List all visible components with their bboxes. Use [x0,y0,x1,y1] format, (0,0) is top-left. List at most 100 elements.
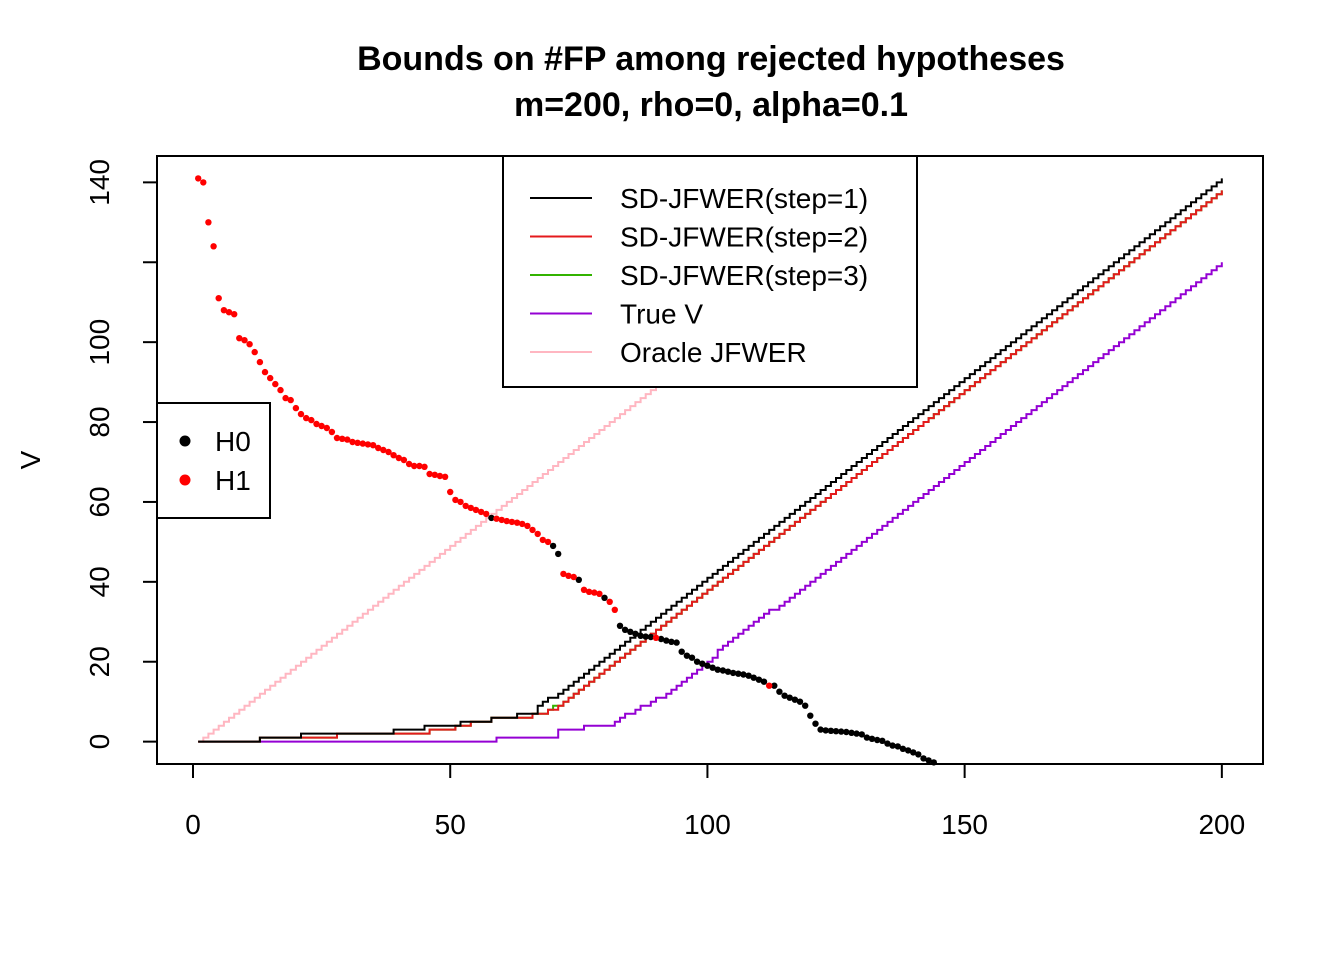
data-point [400,456,408,464]
data-point [822,727,829,734]
legend-label: H0 [215,426,251,457]
series-line [198,178,1223,743]
data-point [339,435,346,442]
data-point [297,410,305,418]
legend-label: SD-JFWER(step=1) [620,183,868,214]
legend-label: H1 [215,465,251,496]
data-point [802,702,809,709]
data-point [411,462,418,470]
data-point [719,667,727,674]
data-point [750,674,757,681]
data-point [318,422,325,430]
data-point [843,728,850,736]
data-point [256,358,264,366]
data-point [693,658,701,665]
data-point [436,472,444,480]
points-layer [195,175,937,766]
data-point [781,692,788,699]
data-point [215,295,222,302]
y-tick-label: 0 [84,734,115,750]
data-point [498,516,505,524]
data-point [591,589,598,596]
data-point [277,386,284,394]
data-point [915,751,922,758]
data-point [472,506,480,514]
data-point [884,740,891,747]
data-point [364,441,372,448]
data-point [205,219,212,226]
y-tick-label: 140 [84,159,115,206]
data-point [899,745,907,752]
data-point [575,576,582,583]
x-tick-label: 100 [684,809,731,840]
data-point [544,538,552,546]
data-point [766,682,773,689]
data-point [231,311,238,318]
data-point [529,526,536,534]
data-point [910,749,917,756]
data-point [848,729,855,736]
data-point [452,496,459,504]
legend-label: SD-JFWER(step=3) [620,260,868,291]
data-point [740,671,747,678]
data-point [282,394,289,402]
x-tick-label: 0 [185,809,201,840]
y-axis-label: V [15,450,46,469]
data-point [709,664,716,671]
data-point [704,662,711,669]
data-point [580,586,588,593]
data-point [220,307,228,314]
data-point [426,470,433,478]
data-point [539,536,546,544]
data-point [827,727,835,734]
data-point [462,502,469,510]
data-point [344,436,351,443]
data-point [457,498,464,506]
data-point [920,755,927,762]
data-point [791,696,799,703]
data-point [925,757,932,764]
data-point [395,454,402,462]
data-point [441,473,449,480]
data-point [796,698,804,705]
data-point [251,348,258,356]
y-tick-label: 100 [84,319,115,366]
x-axis: 0 50 100 150 200 [185,763,1245,840]
data-point [663,637,670,644]
data-point [668,638,675,645]
data-point [760,678,768,685]
data-point [287,396,294,404]
y-tick-label: 60 [84,486,115,517]
y-axis: 0 20 40 60 80 100 140 [84,159,158,750]
data-point [657,635,665,643]
data-point [904,747,912,754]
data-point [735,670,742,677]
data-point [570,573,577,581]
chart-title: Bounds on #FP among rejected hypotheses [357,40,1065,78]
legend-marker [179,474,191,486]
data-point [755,676,763,683]
y-tick-label: 20 [84,646,115,677]
data-point [493,515,500,522]
data-point [838,728,845,735]
legend-lines-box [502,155,918,388]
series-line [198,262,1223,743]
data-point [637,632,644,639]
data-point [627,628,634,635]
data-point [601,594,608,601]
data-point [786,694,793,701]
data-point [369,442,377,449]
legend-points-box [156,402,271,519]
legend-lines: SD-JFWER(step=1) SD-JFWER(step=2) SD-JFWER… [502,155,918,388]
data-point [616,622,624,629]
data-point [868,735,876,742]
x-tick-label: 200 [1198,809,1245,840]
data-point [858,731,865,738]
data-point [745,672,752,679]
data-point [261,368,269,376]
data-point [812,720,819,727]
data-point [889,742,896,749]
data-point [416,462,423,470]
data-point [606,598,613,605]
data-point [328,428,336,436]
